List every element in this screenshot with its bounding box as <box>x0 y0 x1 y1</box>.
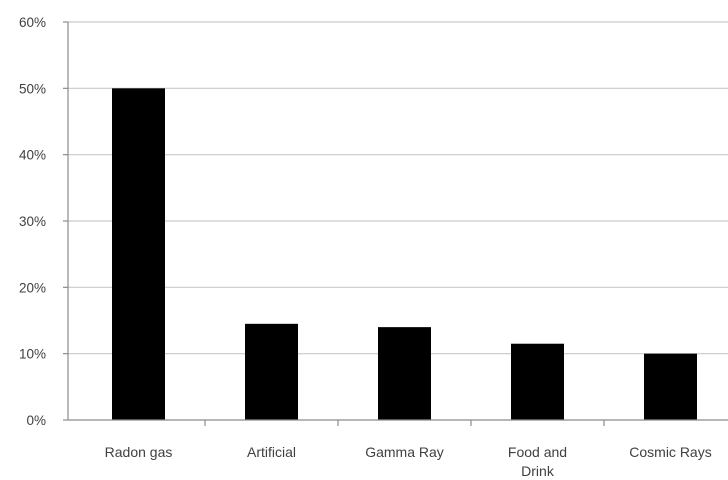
bar-3 <box>511 343 564 420</box>
y-tick-label: 20% <box>19 280 46 295</box>
bars <box>112 88 697 420</box>
y-tick-label: 40% <box>19 148 46 163</box>
x-tick-label-line: Cosmic Rays <box>629 444 711 460</box>
bar-2 <box>378 327 431 420</box>
category-labels: Radon gas Artificial Gamma Ray Food and Drin… <box>105 444 712 479</box>
x-tick-label-line: Drink <box>521 463 555 479</box>
y-tick-label: 0% <box>26 413 46 428</box>
x-tick-label-line: Gamma Ray <box>365 444 444 460</box>
x-tick-label: Radon gas <box>105 444 173 460</box>
x-tick-label: Food and Drink <box>508 444 567 479</box>
x-tick-label: Gamma Ray <box>365 444 444 460</box>
x-tick-label: Cosmic Rays <box>629 444 711 460</box>
bar-4 <box>644 353 697 420</box>
y-tick-labels: 0% 10% 20% 30% 40% 50% 60% <box>19 15 46 428</box>
y-tick-label: 10% <box>19 347 46 362</box>
gridlines <box>68 21 728 355</box>
x-tick-label-line: Food and <box>508 444 567 460</box>
y-tick-label: 30% <box>19 214 46 229</box>
bar-1 <box>245 323 298 420</box>
axes <box>63 21 728 426</box>
y-tick-label: 60% <box>19 15 46 30</box>
x-tick-label-line: Artificial <box>247 444 296 460</box>
x-tick-label: Artificial <box>247 444 296 460</box>
y-tick-label: 50% <box>19 81 46 96</box>
x-tick-label-line: Radon gas <box>105 444 173 460</box>
bar-0 <box>112 88 165 420</box>
